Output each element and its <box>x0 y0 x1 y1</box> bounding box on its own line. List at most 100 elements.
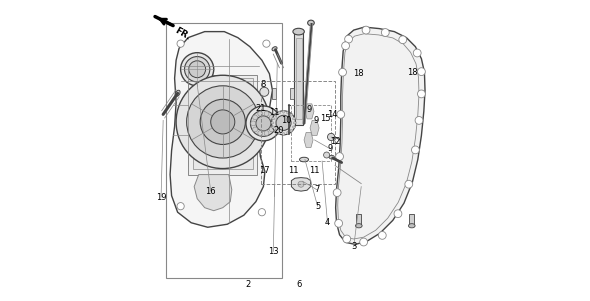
Text: 6: 6 <box>297 280 302 289</box>
Circle shape <box>362 26 370 34</box>
Text: 12: 12 <box>330 137 341 146</box>
Text: 9: 9 <box>328 144 333 154</box>
Circle shape <box>185 57 210 82</box>
Ellipse shape <box>272 47 277 51</box>
Circle shape <box>418 90 425 98</box>
Text: 10: 10 <box>281 116 292 125</box>
Text: 11: 11 <box>268 108 279 117</box>
Circle shape <box>276 115 291 130</box>
Circle shape <box>411 146 419 154</box>
Circle shape <box>189 61 205 78</box>
Circle shape <box>360 238 368 246</box>
Circle shape <box>211 110 235 134</box>
Text: 19: 19 <box>156 193 166 202</box>
Polygon shape <box>170 32 273 227</box>
Text: 14: 14 <box>327 110 338 119</box>
Bar <box>291 105 330 161</box>
Circle shape <box>327 133 335 141</box>
Circle shape <box>339 68 346 76</box>
Circle shape <box>342 42 349 50</box>
Ellipse shape <box>272 117 275 120</box>
Circle shape <box>323 152 330 158</box>
Text: 3: 3 <box>351 242 356 251</box>
Polygon shape <box>305 104 314 119</box>
Bar <box>294 32 303 125</box>
Circle shape <box>256 116 271 131</box>
Circle shape <box>271 121 276 126</box>
Ellipse shape <box>307 20 314 26</box>
Circle shape <box>253 115 257 120</box>
Text: 13: 13 <box>268 247 278 256</box>
Bar <box>261 81 335 184</box>
Text: 16: 16 <box>205 187 216 196</box>
Text: 8: 8 <box>261 80 266 89</box>
Text: 11: 11 <box>289 166 299 175</box>
Ellipse shape <box>290 129 293 132</box>
Text: 4: 4 <box>325 218 330 227</box>
Circle shape <box>176 75 270 169</box>
Circle shape <box>246 106 281 141</box>
Polygon shape <box>310 120 319 135</box>
Text: 20: 20 <box>273 126 284 135</box>
Text: FR.: FR. <box>173 26 192 42</box>
Circle shape <box>263 40 270 47</box>
Ellipse shape <box>329 155 335 159</box>
Circle shape <box>269 127 274 132</box>
Ellipse shape <box>408 224 415 228</box>
Polygon shape <box>193 78 253 169</box>
Text: 21: 21 <box>255 104 266 113</box>
Circle shape <box>269 115 274 120</box>
Polygon shape <box>194 175 232 211</box>
Circle shape <box>260 87 269 96</box>
Circle shape <box>418 68 425 76</box>
Polygon shape <box>304 132 313 147</box>
Circle shape <box>345 35 352 43</box>
Ellipse shape <box>278 132 280 135</box>
Ellipse shape <box>293 122 296 124</box>
Polygon shape <box>188 75 257 175</box>
Text: 11: 11 <box>309 166 320 175</box>
Bar <box>290 88 294 99</box>
Ellipse shape <box>290 114 293 116</box>
Circle shape <box>258 209 266 216</box>
Bar <box>409 214 414 226</box>
Circle shape <box>177 203 184 210</box>
Circle shape <box>343 235 350 243</box>
Ellipse shape <box>300 157 309 162</box>
Ellipse shape <box>293 117 296 120</box>
Circle shape <box>200 99 245 144</box>
Circle shape <box>264 111 269 116</box>
Circle shape <box>335 219 343 227</box>
Bar <box>296 38 301 119</box>
Circle shape <box>298 181 304 187</box>
Circle shape <box>250 110 276 136</box>
Text: 9: 9 <box>313 116 319 125</box>
Ellipse shape <box>271 122 274 124</box>
Ellipse shape <box>293 28 304 35</box>
Circle shape <box>264 131 269 135</box>
Polygon shape <box>336 27 425 244</box>
Circle shape <box>181 53 214 86</box>
Ellipse shape <box>272 126 275 128</box>
Circle shape <box>394 210 402 218</box>
Ellipse shape <box>274 129 277 132</box>
Text: 18: 18 <box>353 69 363 78</box>
Circle shape <box>413 49 421 57</box>
Circle shape <box>186 86 259 158</box>
Text: 18: 18 <box>407 68 418 77</box>
Ellipse shape <box>175 90 180 96</box>
Circle shape <box>378 231 386 239</box>
Ellipse shape <box>278 111 280 114</box>
Ellipse shape <box>274 114 277 116</box>
Circle shape <box>381 29 389 36</box>
Text: 2: 2 <box>245 280 251 289</box>
Circle shape <box>337 110 345 118</box>
Text: 7: 7 <box>314 185 319 194</box>
Ellipse shape <box>356 224 362 228</box>
Circle shape <box>258 131 263 135</box>
Circle shape <box>333 189 341 197</box>
Polygon shape <box>291 178 311 191</box>
Ellipse shape <box>287 111 289 114</box>
Circle shape <box>415 116 423 124</box>
Circle shape <box>258 111 263 116</box>
